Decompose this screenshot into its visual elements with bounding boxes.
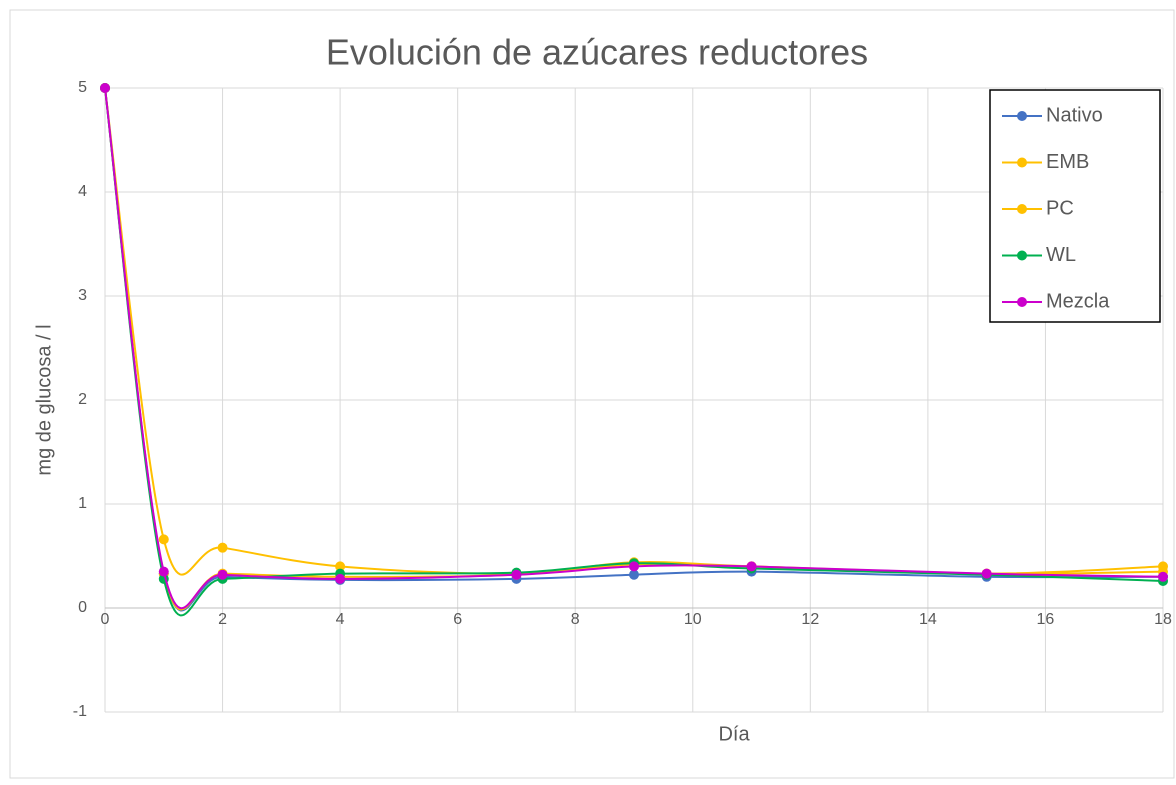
data-point [100, 83, 110, 93]
x-tick-label: 14 [919, 611, 937, 628]
x-tick-label: 10 [684, 611, 702, 628]
legend-label: EMB [1046, 151, 1089, 173]
y-tick-label: 4 [78, 183, 87, 200]
data-point [158, 534, 169, 545]
y-tick-label: 1 [78, 495, 87, 512]
data-point [158, 566, 169, 577]
y-tick-label: 2 [78, 391, 87, 408]
x-tick-label: 6 [453, 611, 462, 628]
data-point [629, 561, 639, 572]
legend-marker [1017, 111, 1027, 121]
data-point [217, 542, 228, 553]
y-tick-label: 5 [78, 79, 87, 96]
x-tick-label: 0 [101, 611, 110, 628]
data-point [217, 569, 228, 580]
x-tick-label: 12 [801, 611, 819, 628]
legend-label: PC [1046, 197, 1074, 219]
y-axis-label: mg de glucosa / l [33, 324, 55, 475]
series-line [104, 87, 1164, 617]
data-point [335, 561, 346, 572]
x-tick-label: 4 [336, 611, 345, 628]
series-line [104, 87, 1164, 610]
legend-marker [1017, 250, 1027, 261]
data-point [335, 573, 346, 584]
chart-title: Evolución de azúcares reductores [326, 32, 868, 73]
y-tick-label: 3 [78, 287, 87, 304]
x-tick-label: 16 [1037, 611, 1055, 628]
data-point [981, 568, 992, 579]
legend-marker [1017, 204, 1027, 214]
x-tick-label: 8 [571, 611, 580, 628]
data-point [629, 569, 639, 580]
chart-border [9, 9, 1175, 779]
data-point [1158, 571, 1168, 582]
y-tick-label: -1 [73, 703, 87, 720]
x-tick-label: 2 [218, 611, 227, 628]
legend-label: WL [1046, 244, 1076, 266]
x-axis-label: Día [718, 723, 750, 745]
legend-marker [1017, 157, 1027, 168]
data-point [746, 561, 757, 572]
x-tick-label: 18 [1154, 611, 1172, 628]
legend-marker [1017, 297, 1027, 307]
legend-label: Nativo [1046, 104, 1103, 126]
y-tick-label: 0 [78, 599, 87, 616]
legend-label: Mezcla [1046, 290, 1110, 312]
data-point [511, 569, 522, 580]
